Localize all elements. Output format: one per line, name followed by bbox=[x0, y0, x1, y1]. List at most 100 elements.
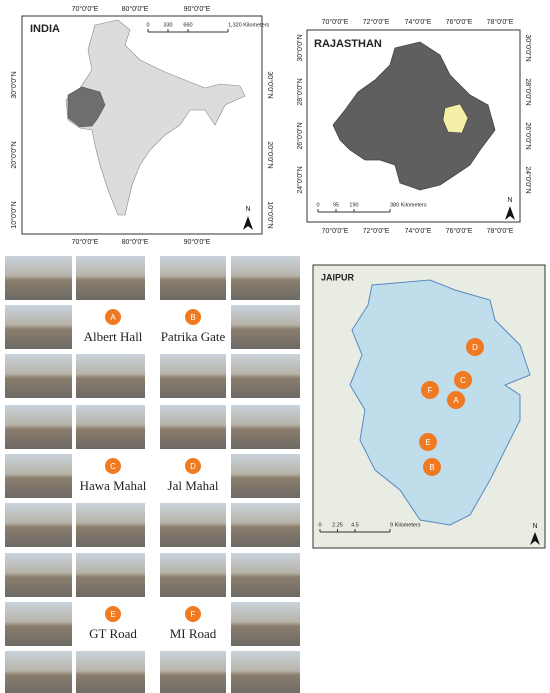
north-arrow bbox=[243, 216, 253, 230]
longitude-label: 76°0'0"E bbox=[446, 18, 473, 26]
site-marker bbox=[466, 338, 484, 356]
india-shape bbox=[65, 19, 246, 216]
latitude-label: 10°0'0"N bbox=[266, 201, 274, 228]
latitude-label: 26°0'0"N bbox=[296, 122, 304, 149]
scale-label: 1,320 Kilometers bbox=[228, 22, 270, 28]
site-name: MI Road bbox=[170, 626, 217, 641]
scale-label: 0 bbox=[146, 22, 149, 28]
photo bbox=[160, 256, 226, 300]
latitude-label: 28°0'0"N bbox=[296, 78, 304, 105]
photo bbox=[160, 553, 226, 597]
longitude-label: 90°0'0"E bbox=[184, 238, 211, 246]
photo bbox=[5, 553, 72, 597]
site-marker bbox=[454, 371, 472, 389]
photo bbox=[231, 454, 300, 498]
marker-label: F bbox=[191, 610, 196, 619]
photo bbox=[5, 602, 72, 646]
site-marker bbox=[421, 381, 439, 399]
photo bbox=[76, 503, 145, 547]
photo bbox=[5, 503, 72, 547]
rajasthan-highlight bbox=[67, 86, 106, 128]
photo bbox=[76, 354, 145, 398]
map-title: INDIA bbox=[30, 23, 60, 35]
north-arrow bbox=[505, 206, 515, 220]
scale-label: 4.5 bbox=[351, 522, 359, 528]
latitude-label: 30°0'0"N bbox=[266, 71, 274, 98]
scale-bar: 0 95 190 380 Kilometers bbox=[316, 202, 427, 213]
longitude-label: 90°0'0"E bbox=[184, 5, 211, 13]
marker-label: E bbox=[110, 610, 115, 619]
scale-label: 190 bbox=[349, 202, 358, 208]
site-name: GT Road bbox=[89, 626, 137, 641]
latitude-label: 30°0'0"N bbox=[524, 34, 532, 61]
site-name: Patrika Gate bbox=[161, 329, 226, 344]
jaipur-boundary bbox=[349, 279, 531, 526]
marker-label: B bbox=[429, 463, 434, 472]
photo bbox=[231, 651, 300, 693]
photo bbox=[231, 602, 300, 646]
site-marker bbox=[185, 606, 201, 622]
marker-label: E bbox=[425, 438, 430, 447]
marker-label: B bbox=[190, 313, 195, 322]
photo-grid: A Albert Hall B Patrika Gate C Hawa Mahal D Jal… bbox=[5, 256, 300, 693]
longitude-label: 72°0'0"E bbox=[363, 18, 390, 26]
longitude-label: 74°0'0"E bbox=[405, 227, 432, 235]
longitude-label: 70°0'0"E bbox=[322, 227, 349, 235]
latitude-label: 20°0'0"N bbox=[266, 141, 274, 168]
scale-bar: 0 2.25 4.5 9 Kilometers bbox=[318, 522, 421, 533]
scale-label: 660 bbox=[183, 22, 192, 28]
photo bbox=[231, 354, 300, 398]
photo bbox=[76, 553, 145, 597]
photo bbox=[231, 553, 300, 597]
photo bbox=[160, 651, 226, 693]
site-marker bbox=[423, 458, 441, 476]
photo bbox=[76, 256, 145, 300]
latitude-label: 30°0'0"N bbox=[296, 34, 304, 61]
site-marker bbox=[105, 458, 121, 474]
marker-label: A bbox=[453, 396, 459, 405]
photo bbox=[231, 405, 300, 449]
photo bbox=[5, 256, 72, 300]
marker-label: D bbox=[472, 343, 478, 352]
scale-label: 0 bbox=[318, 522, 321, 528]
north-label: N bbox=[507, 197, 512, 204]
scale-label: 2.25 bbox=[332, 522, 343, 528]
photo bbox=[231, 256, 300, 300]
scale-label: 9 Kilometers bbox=[390, 522, 421, 528]
site-name: Jal Mahal bbox=[168, 478, 219, 493]
site-marker bbox=[185, 458, 201, 474]
site-marker bbox=[447, 391, 465, 409]
photo bbox=[231, 503, 300, 547]
longitude-label: 80°0'0"E bbox=[122, 5, 149, 13]
photo bbox=[5, 454, 72, 498]
longitude-label: 74°0'0"E bbox=[405, 18, 432, 26]
map-title: RAJASTHAN bbox=[314, 38, 382, 50]
longitude-label: 70°0'0"E bbox=[72, 5, 99, 13]
longitude-label: 76°0'0"E bbox=[446, 227, 473, 235]
photo bbox=[160, 503, 226, 547]
rajasthan-shape bbox=[332, 41, 496, 191]
photo bbox=[5, 405, 72, 449]
scale-label: 95 bbox=[333, 202, 339, 208]
latitude-label: 20°0'0"N bbox=[10, 141, 18, 168]
latitude-label: 26°0'0"N bbox=[524, 122, 532, 149]
site-name: Albert Hall bbox=[84, 329, 143, 344]
marker-label: C bbox=[460, 376, 466, 385]
photo bbox=[5, 651, 72, 693]
scale-label: 0 bbox=[316, 202, 319, 208]
site-marker bbox=[105, 606, 121, 622]
longitude-label: 78°0'0"E bbox=[487, 227, 514, 235]
photo bbox=[160, 354, 226, 398]
site-marker bbox=[105, 309, 121, 325]
scale-label: 380 Kilometers bbox=[390, 202, 427, 208]
latitude-label: 24°0'0"N bbox=[296, 166, 304, 193]
photo bbox=[76, 405, 145, 449]
marker-label: C bbox=[110, 462, 116, 471]
latitude-label: 10°0'0"N bbox=[10, 201, 18, 228]
jaipur-highlight bbox=[442, 103, 469, 134]
longitude-label: 72°0'0"E bbox=[363, 227, 390, 235]
photo bbox=[76, 651, 145, 693]
photo bbox=[5, 354, 72, 398]
marker-label: A bbox=[110, 313, 116, 322]
